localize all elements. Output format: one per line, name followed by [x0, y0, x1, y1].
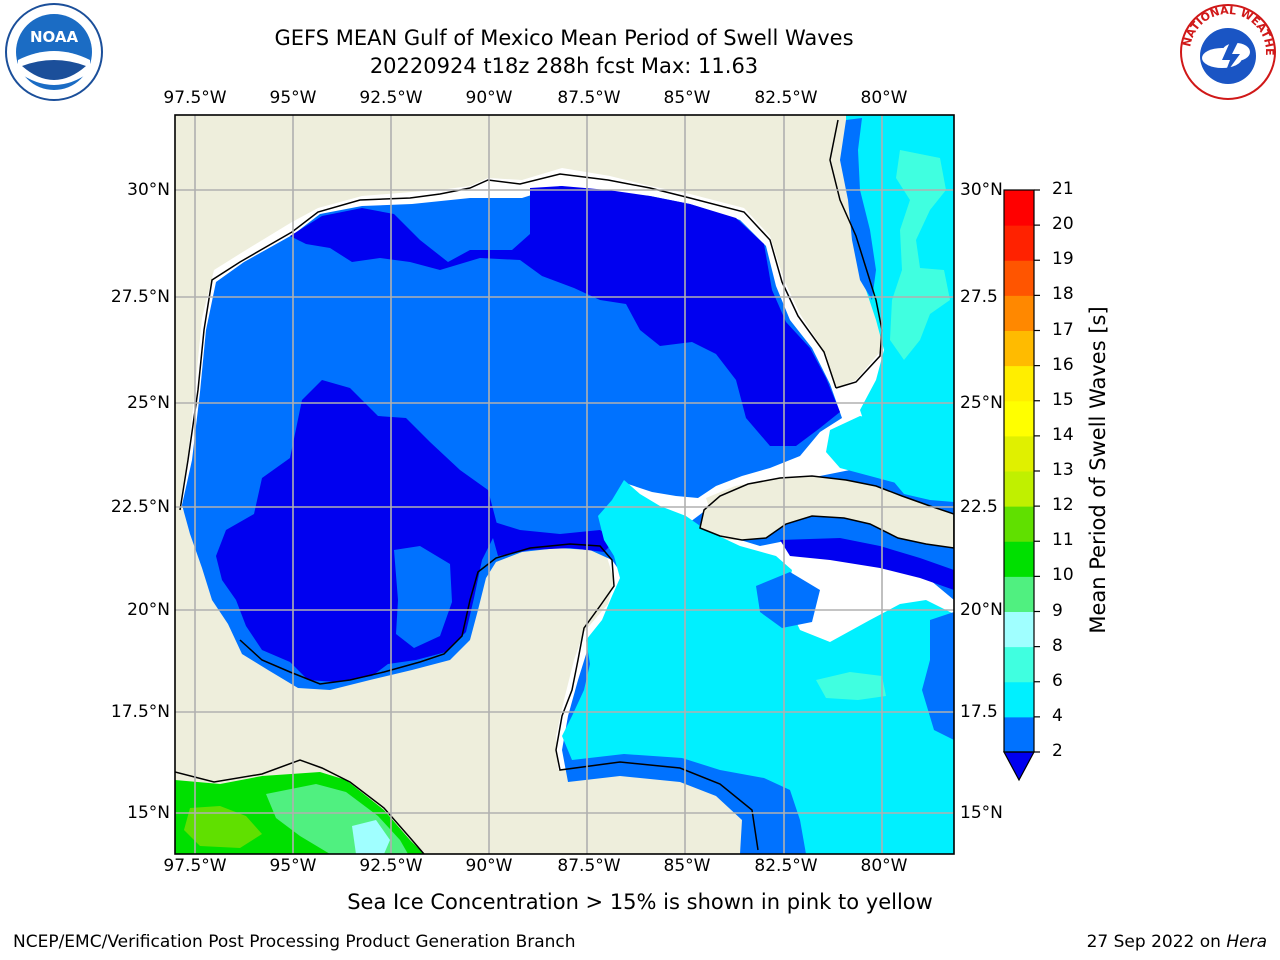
footer-date-text: 27 Sep 2022 on	[1086, 932, 1221, 952]
lon-tick-top: 80°W	[860, 88, 908, 108]
lon-tick-bottom: 90°W	[465, 856, 513, 876]
contour-6-8s-patch	[816, 672, 886, 700]
svg-text:NOAA: NOAA	[30, 28, 79, 46]
contour-2-4s-atlantic-edge	[840, 118, 876, 300]
colorbar-tick-label: 21	[1052, 179, 1074, 199]
lon-tick-top: 90°W	[465, 88, 513, 108]
colorbar-tick-label: 14	[1052, 424, 1074, 445]
lat-tick-left: 30°N	[127, 180, 170, 200]
lat-tick-left: 17.5°N	[110, 702, 170, 722]
lat-tick-right: 20°N	[960, 600, 1003, 620]
colorbar-bin	[1004, 365, 1034, 402]
contour-8-9s-pacific	[352, 820, 390, 854]
pacific-coastline	[175, 759, 425, 854]
lon-tick-bottom: 87.5°W	[557, 856, 621, 876]
colorbar-bin	[1004, 225, 1034, 261]
cuba-land	[699, 475, 954, 549]
lon-tick-bottom: 92.5°W	[359, 856, 423, 876]
colorbar	[1002, 189, 1040, 782]
colorbar-tick-label: 9	[1052, 600, 1063, 621]
colorbar-tick-label: 15	[1052, 389, 1074, 410]
colorbar-tick-label: 8	[1052, 635, 1063, 656]
contour-11-12s-pacific	[184, 806, 262, 848]
colorbar-bin	[1004, 576, 1034, 612]
colorbar-title: Mean Period of Swell Waves [s]	[1086, 306, 1110, 634]
contour-4-6s-strait	[826, 416, 910, 484]
sea-ice-note: Sea Ice Concentration > 15% is shown in …	[347, 890, 933, 914]
map-subtitle-run: 20220924 t18z 288h fcst Max: 11.63	[369, 54, 759, 78]
colorbar-bin	[1004, 435, 1034, 472]
contour-lt2s-north	[290, 186, 840, 446]
lon-tick-top: 82.5°W	[754, 88, 818, 108]
colorbar-tick-label: 19	[1052, 249, 1074, 270]
colorbar-bin	[1004, 260, 1034, 296]
colorbar-bin	[1004, 541, 1034, 577]
lat-tick-left: 25°N	[127, 393, 170, 413]
lat-tick-right: 15°N	[960, 803, 1003, 823]
lat-tick-left: 15°N	[127, 803, 170, 823]
lon-tick-bottom: 85°W	[663, 856, 711, 876]
colorbar-tick-label: 6	[1052, 670, 1063, 691]
lat-tick-right: 25°N	[960, 393, 1003, 413]
colorbar-tick-label: 13	[1052, 460, 1074, 480]
yucatan-coastline	[239, 543, 759, 851]
colorbar-bin	[1004, 295, 1034, 331]
lat-tick-left: 20°N	[127, 600, 170, 620]
contour-2-4s-caribbean-patch	[756, 572, 820, 628]
colorbar-bin	[1004, 190, 1034, 226]
colorbar-bin	[1004, 646, 1034, 683]
contour-2-4s-caribbean-patch2	[922, 612, 954, 740]
noaa-logo: NOAA	[4, 2, 104, 106]
gridlines	[175, 115, 954, 854]
footer-date: 27 Sep 2022 on Hera	[1087, 932, 1267, 952]
footer-machine: Hera	[1226, 932, 1267, 952]
colorbar-tick-label: 17	[1052, 319, 1074, 340]
colorbar-bin	[1004, 611, 1034, 648]
colorbar-bin	[1004, 471, 1034, 507]
colorbar-bin	[1004, 716, 1034, 753]
contour-4-6s-caribbean	[562, 480, 954, 854]
colorbar-tick-label: 12	[1052, 495, 1074, 516]
lon-tick-bottom: 97.5°W	[163, 856, 227, 876]
colorbar-tick-label: 16	[1052, 354, 1074, 375]
colorbar-tick-label: 4	[1052, 705, 1063, 726]
colorbar-tick-label: 20	[1052, 214, 1074, 235]
lon-tick-top: 85°W	[663, 88, 711, 108]
lon-tick-top: 87.5°W	[557, 88, 621, 108]
colorbar-bin	[1004, 681, 1034, 718]
colorbar-tick-label: 10	[1052, 565, 1074, 586]
lon-tick-bottom: 95°W	[269, 856, 317, 876]
florida-coastline	[829, 119, 883, 389]
lat-tick-right: 22.5	[960, 497, 998, 517]
colorbar-tick-label: 11	[1052, 530, 1074, 551]
map-title: GEFS MEAN Gulf of Mexico Mean Period of …	[274, 26, 854, 50]
lat-tick-right: 27.5	[960, 287, 998, 307]
national-weather-service-logo: NATIONAL WEATHER SERVICE	[1174, 0, 1278, 106]
colorbar-bin	[1004, 400, 1034, 437]
lat-tick-left: 22.5°N	[110, 497, 170, 517]
map-frame	[174, 114, 955, 855]
colorbar-bin	[1004, 330, 1034, 367]
colorbar-tick-label: 2	[1052, 741, 1063, 761]
lat-tick-left: 27.5°N	[110, 287, 170, 307]
lat-tick-right: 17.5	[960, 702, 998, 722]
lon-tick-bottom: 80°W	[860, 856, 908, 876]
contour-lt2s-bay	[488, 520, 616, 556]
colorbar-bin	[1004, 506, 1034, 542]
contour-6-8s-atlantic	[890, 150, 950, 360]
contour-lt2s-west-inner	[394, 546, 452, 648]
colorbar-extend-min	[1002, 751, 1036, 782]
lon-tick-top: 95°W	[269, 88, 317, 108]
lon-tick-top: 92.5°W	[359, 88, 423, 108]
mexico-coastline	[179, 173, 837, 511]
colorbar-tick-label: 18	[1052, 284, 1074, 305]
lon-tick-top: 97.5°W	[163, 88, 227, 108]
footer-credit: NCEP/EMC/Verification Post Processing Pr…	[13, 932, 576, 952]
contour-lt2s-cuba	[780, 538, 954, 590]
lon-tick-bottom: 82.5°W	[754, 856, 818, 876]
lat-tick-right: 30°N	[960, 180, 1003, 200]
